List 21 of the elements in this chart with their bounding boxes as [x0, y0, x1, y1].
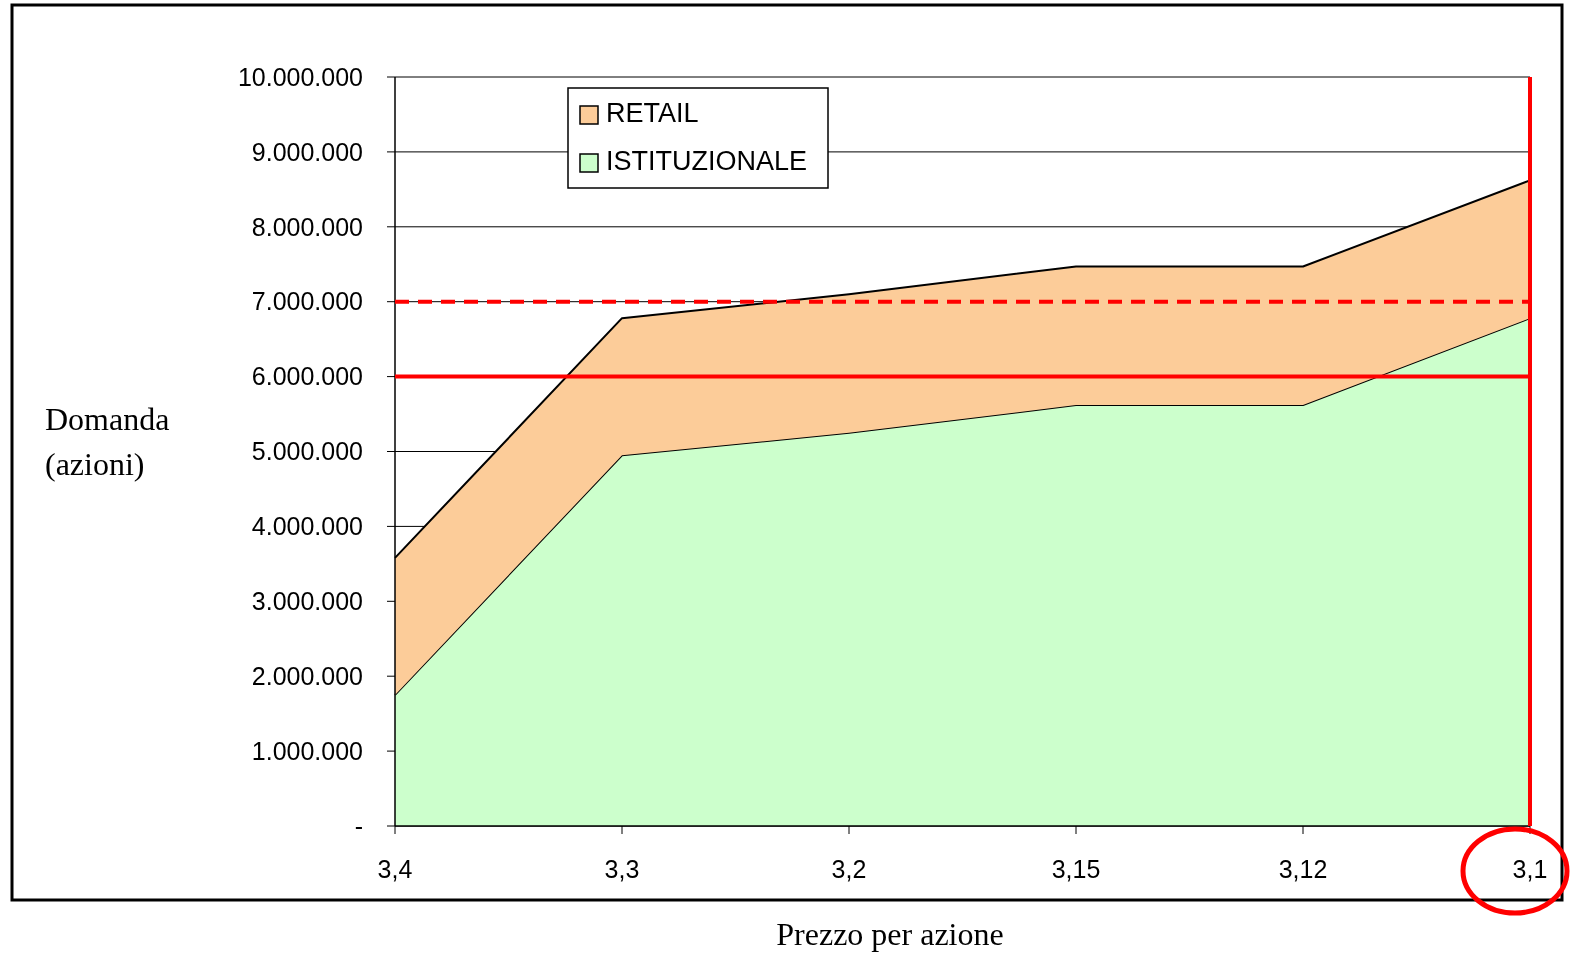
y-tick-label: 6.000.000: [251, 362, 363, 391]
legend-label: RETAIL: [606, 98, 699, 128]
x-tick-label: 3,12: [1278, 855, 1328, 883]
x-tick-label: 3,4: [377, 855, 413, 883]
x-tick-label: 3,2: [831, 855, 867, 883]
y-tick-label: 1.000.000: [251, 736, 363, 765]
y-tick-label: 5.000.000: [251, 437, 363, 466]
y-axis-title: Domanda (azioni): [45, 401, 170, 482]
y-tick-label: 4.000.000: [251, 512, 363, 541]
y-tick-label: 9.000.000: [251, 137, 363, 166]
y-tick-label: -: [354, 811, 363, 840]
x-axis-title: Prezzo per azione: [776, 916, 1004, 952]
x-tick-label: 3,15: [1051, 855, 1101, 883]
x-tick-label: 3,3: [604, 855, 640, 883]
y-tick-label: 3.000.000: [251, 587, 363, 616]
x-tick-label: 3,1: [1512, 855, 1548, 883]
y-tick-label: 2.000.000: [251, 661, 363, 690]
y-tick-label: 10.000.000: [237, 62, 363, 91]
y-tick-label: 7.000.000: [251, 287, 363, 316]
legend-label: ISTITUZIONALE: [606, 146, 808, 176]
y-tick-label: 8.000.000: [251, 212, 363, 241]
